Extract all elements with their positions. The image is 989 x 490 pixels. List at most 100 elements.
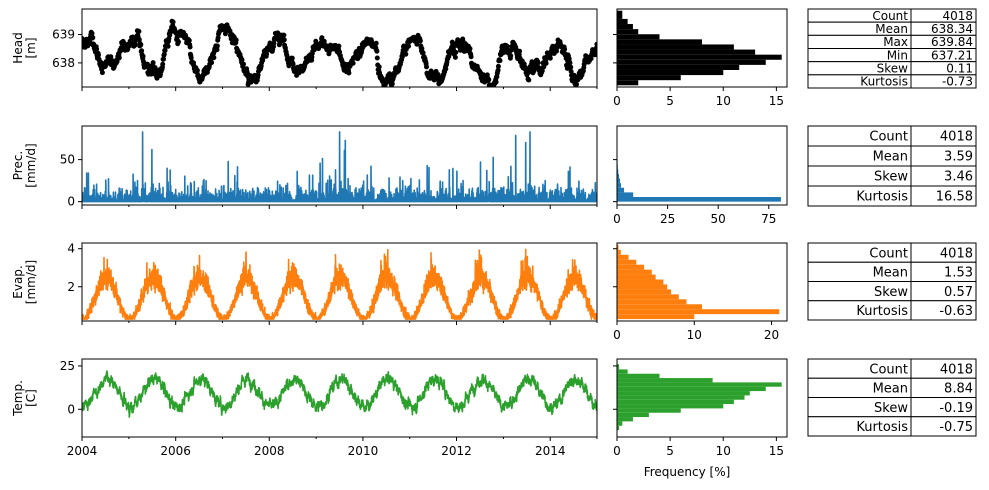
histogram-bar	[617, 274, 656, 280]
histogram-bar	[617, 59, 766, 65]
stats-row-kurtosis: Kurtosis 16.58	[807, 185, 977, 207]
ytick-label: 639	[52, 28, 75, 42]
evaporation-axes-frame	[81, 242, 598, 322]
histogram-bar	[617, 244, 619, 250]
stats-value: 1.53	[944, 266, 973, 281]
stats-row-skew: Skew 0.57	[807, 281, 977, 302]
stats-row-count: Count 4018	[807, 242, 977, 263]
stats-row-skew: Skew 0.11	[807, 61, 977, 76]
stats-row-count: Count 4018	[807, 358, 977, 379]
histogram-bar	[617, 294, 679, 300]
xtick-label: 2014	[535, 444, 566, 458]
histogram-xtick-label: 5	[666, 444, 674, 458]
histogram-bar	[617, 399, 734, 405]
evaporation-line	[82, 248, 597, 320]
histogram-bar	[617, 64, 740, 70]
stats-label: Max	[883, 35, 908, 49]
stats-table-precipitation: Count 4018 Mean 3.59 Skew 3.46 Kurtosis 16.58	[807, 125, 977, 207]
ytick-label: 50	[60, 153, 75, 167]
histogram-bar	[617, 75, 681, 81]
histogram-panel-head: 0 5 10 15	[613, 8, 788, 108]
stats-row-kurtosis: Kurtosis -0.63	[807, 300, 977, 321]
precipitation-line	[82, 131, 597, 203]
stats-table-temperature: Count 4018 Mean 8.84 Skew -0.19 Kurtosis -0.75	[807, 358, 977, 437]
stats-row-min: Min 637.21	[807, 48, 977, 62]
timeseries-panel-head: 638 639 Head[m]	[11, 8, 598, 91]
stats-value: 0.11	[946, 62, 973, 76]
timeseries-panel-precipitation: 0 50 Prec.[mm/d]	[11, 125, 598, 209]
histogram-xtick-label: 10	[716, 444, 731, 458]
stats-label: Mean	[873, 150, 908, 165]
ytick-label: 638	[52, 56, 75, 70]
head-series	[82, 18, 597, 87]
histogram-bar	[617, 34, 660, 40]
stats-label: Skew	[874, 285, 908, 300]
stats-value: 4018	[940, 362, 973, 377]
ytick-label: 25	[60, 359, 75, 373]
histogram-bar	[617, 254, 629, 260]
stats-label: Kurtosis	[860, 75, 908, 89]
histogram-bar	[617, 80, 639, 86]
ytick-label: 0	[67, 195, 75, 209]
ylabel-line1: Head	[11, 32, 25, 63]
stats-value: 8.84	[944, 382, 973, 397]
histogram-xtick-label: 15	[769, 94, 784, 108]
histogram-bar	[617, 386, 766, 392]
ylabel: Prec.[mm/d]	[11, 143, 38, 187]
ylabel-line1: Temp.	[11, 380, 25, 417]
histogram-bar	[617, 183, 622, 188]
histogram-bar	[617, 314, 695, 320]
stats-label: Count	[872, 9, 908, 23]
histogram-bar	[617, 421, 623, 426]
histogram-bar	[617, 24, 633, 30]
histogram-bar	[617, 425, 620, 431]
histogram-bar	[617, 364, 620, 370]
ytick-label: 2	[67, 280, 75, 294]
histogram-frame	[616, 358, 788, 438]
histogram-bar	[617, 10, 623, 19]
stats-row-mean: Mean 3.59	[807, 145, 977, 167]
histogram-xtick-label: 0	[613, 328, 621, 342]
ytick-label: 0	[67, 402, 75, 416]
stats-row-kurtosis: Kurtosis -0.75	[807, 416, 977, 437]
histogram-xtick-label: 75	[761, 212, 776, 226]
stats-row-skew: Skew -0.19	[807, 397, 977, 418]
histogram-bar	[617, 391, 750, 396]
histogram-frame	[616, 242, 788, 322]
histogram-bar	[617, 69, 724, 76]
histogram-frame	[616, 125, 788, 206]
stats-value-cell	[910, 74, 977, 89]
stats-value-cell	[910, 300, 977, 321]
histogram-bar	[617, 39, 702, 45]
histogram-bar	[617, 378, 713, 383]
histogram-xlabel: Frequency [%]	[644, 465, 731, 479]
histogram-bar	[617, 408, 681, 413]
ylabel-line1: Prec.	[11, 151, 25, 181]
xtick-label: 2008	[254, 444, 285, 458]
temperature-series	[82, 370, 597, 418]
histogram-bar	[617, 18, 628, 25]
stats-row-mean: Mean 638.34	[807, 21, 977, 36]
histogram-xtick-label: 10	[687, 328, 702, 342]
histogram-bar	[617, 289, 672, 295]
stats-label: Kurtosis	[856, 190, 908, 205]
histogram-xtick-label: 0	[613, 444, 621, 458]
stats-table-evaporation: Count 4018 Mean 1.53 Skew 0.57 Kurtosis -0.63	[807, 242, 977, 321]
histogram-panel-precipitation: 0 25 50 75	[613, 125, 788, 226]
histogram-bar	[617, 269, 652, 275]
stats-label: Kurtosis	[856, 420, 908, 435]
ylabel: Temp.[C]	[11, 380, 38, 417]
histogram-bar	[617, 284, 668, 290]
stats-label: Count	[869, 130, 908, 145]
stats-row-max: Max 639.84	[807, 34, 977, 49]
stats-label: Count	[869, 362, 908, 377]
histogram-panel-temperature: 0 5 10 15	[613, 358, 788, 458]
histogram-bar	[617, 417, 633, 422]
histogram-xtick-label: 0	[613, 94, 621, 108]
histogram-bar	[617, 404, 724, 409]
histogram-bar	[617, 49, 756, 55]
histogram-bar	[617, 309, 780, 315]
histogram-bar	[617, 259, 637, 265]
stats-label: Mean	[873, 266, 908, 281]
